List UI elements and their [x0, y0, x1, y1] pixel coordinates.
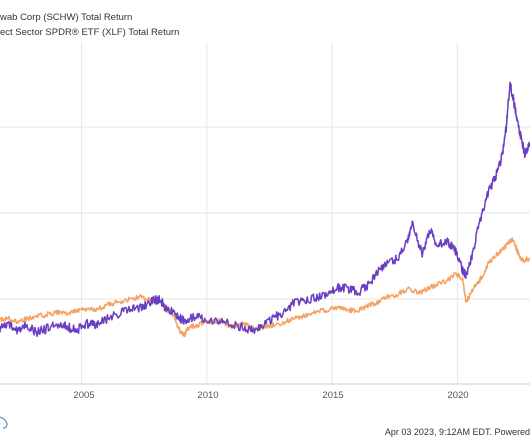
ycharts-logo-icon — [0, 416, 8, 429]
line-chart — [0, 42, 530, 385]
series-line-xlf[interactable] — [0, 237, 530, 338]
footer-timestamp: Apr 03 2023, 9:12AM EDT. Powered — [384, 427, 530, 437]
series-line-schw[interactable] — [0, 81, 530, 338]
x-tick-label: 2015 — [322, 390, 344, 401]
x-tick-label: 2020 — [447, 390, 469, 401]
legend-xlf-label: ect Sector SPDR® ETF (XLF) Total Return — [0, 27, 180, 38]
x-tick-label: 2010 — [197, 390, 219, 401]
legend-schw-label: wab Corp (SCHW) Total Return — [0, 12, 133, 23]
x-tick-label: 2005 — [73, 390, 95, 401]
legend-schw[interactable]: wab Corp (SCHW) Total Return — [0, 12, 132, 24]
legend-xlf[interactable]: ect Sector SPDR® ETF (XLF) Total Return — [0, 27, 179, 39]
